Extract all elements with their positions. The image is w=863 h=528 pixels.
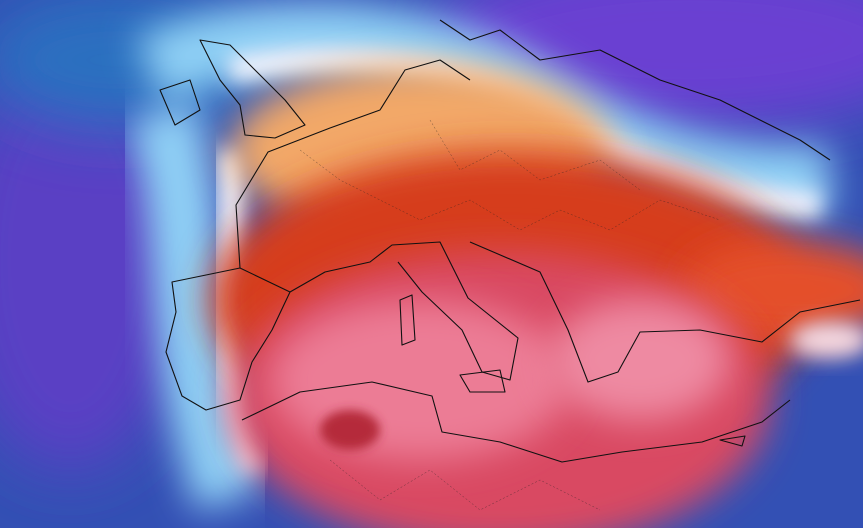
extreme-area-west [270, 300, 570, 460]
hot-band-east [680, 240, 863, 340]
coastline-britain [199, 39, 306, 139]
coastline-sicily [459, 369, 506, 393]
coastline-north [439, 19, 831, 161]
extreme-area-east [550, 300, 730, 420]
coastline-balkans-turkey [469, 241, 861, 383]
border-lines [299, 149, 721, 231]
cool-band-west [126, 98, 264, 512]
coastline-italy [289, 241, 519, 381]
coastline-sardinia [399, 294, 416, 346]
border-lines-2 [329, 119, 641, 511]
white-patch-east [790, 322, 863, 358]
coastline-iberia [165, 267, 291, 411]
coastline-north-africa [241, 381, 791, 463]
coastline-cyprus [719, 435, 746, 447]
hot-spot [320, 410, 380, 450]
coastline-france-north [235, 59, 471, 269]
coastline-ireland [159, 79, 201, 126]
